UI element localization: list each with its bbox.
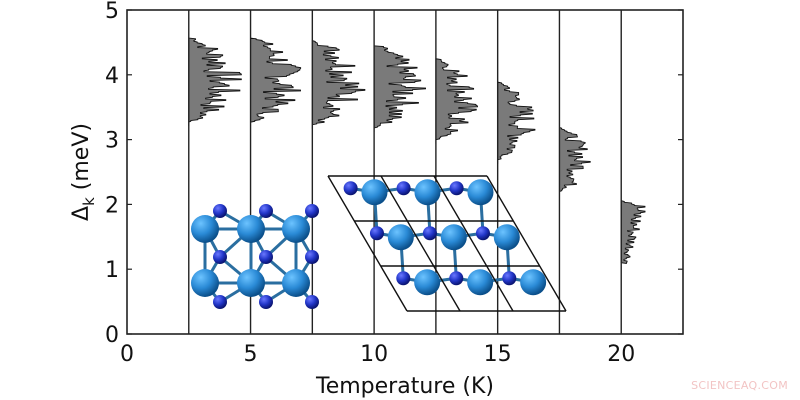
small-atom <box>422 226 437 241</box>
plot-frame <box>126 9 684 335</box>
small-atom <box>305 250 319 264</box>
x-tick-label: 0 <box>120 342 134 367</box>
histogram-15K <box>497 81 536 164</box>
watermark: SCIENCEAQ.COM <box>691 379 788 392</box>
small-atom <box>259 250 273 264</box>
large-atom <box>237 269 265 297</box>
histogram-20K <box>620 199 646 265</box>
small-atom <box>449 181 464 196</box>
large-atom <box>282 215 310 243</box>
large-atom <box>191 269 219 297</box>
large-atom <box>191 215 219 243</box>
histogram-5K <box>250 37 302 127</box>
large-atom <box>467 269 494 296</box>
small-atom <box>396 271 411 286</box>
x-tick-label: 15 <box>484 342 512 367</box>
large-atom <box>493 224 520 251</box>
small-atom <box>305 204 319 218</box>
axis-ticks: 0 1 2 3 4 5 0 5 10 15 20 <box>105 0 683 367</box>
large-atom <box>520 269 547 296</box>
histogram-10K <box>373 44 426 132</box>
unit-cell-line <box>486 175 567 312</box>
small-atom <box>343 181 358 196</box>
large-atom <box>414 269 441 296</box>
small-atom <box>259 204 273 218</box>
histogram-2.5K <box>188 37 242 127</box>
small-atom <box>396 181 411 196</box>
small-atom <box>213 250 227 264</box>
y-tick-label: 4 <box>105 64 119 89</box>
large-atom <box>414 179 441 206</box>
y-tick-label: 5 <box>105 0 119 24</box>
unit-cell-line <box>433 175 514 312</box>
unit-cell-line <box>380 175 461 312</box>
x-tick-label: 5 <box>244 342 258 367</box>
small-atom <box>369 226 384 241</box>
histograms <box>188 37 646 265</box>
unit-cell-line <box>327 175 408 312</box>
x-axis-title: Temperature (K) <box>315 374 494 399</box>
large-atom <box>237 215 265 243</box>
small-atom <box>475 226 490 241</box>
small-atom <box>449 271 464 286</box>
y-axis-title: Δk (meV) <box>69 123 98 221</box>
crystal-top-view-inset <box>327 175 567 312</box>
large-atom <box>361 179 388 206</box>
large-atom <box>387 224 414 251</box>
small-atom <box>259 295 273 309</box>
histogram-7.5K <box>311 39 366 129</box>
small-atom <box>213 295 227 309</box>
y-tick-label: 1 <box>105 258 119 283</box>
crystal-side-view-inset <box>191 204 319 309</box>
large-atom <box>440 224 467 251</box>
small-atom <box>305 295 319 309</box>
histogram-12.5K <box>435 57 478 144</box>
x-tick-label: 10 <box>360 342 388 367</box>
axes-frame <box>126 9 684 335</box>
y-tick-label: 2 <box>105 193 119 218</box>
histogram-17.5K <box>558 126 591 196</box>
large-atom <box>467 179 494 206</box>
large-atom <box>282 269 310 297</box>
small-atom <box>213 204 227 218</box>
y-tick-label: 3 <box>105 129 119 154</box>
small-atom <box>502 271 517 286</box>
x-tick-label: 20 <box>607 342 635 367</box>
y-tick-label: 0 <box>105 323 119 348</box>
